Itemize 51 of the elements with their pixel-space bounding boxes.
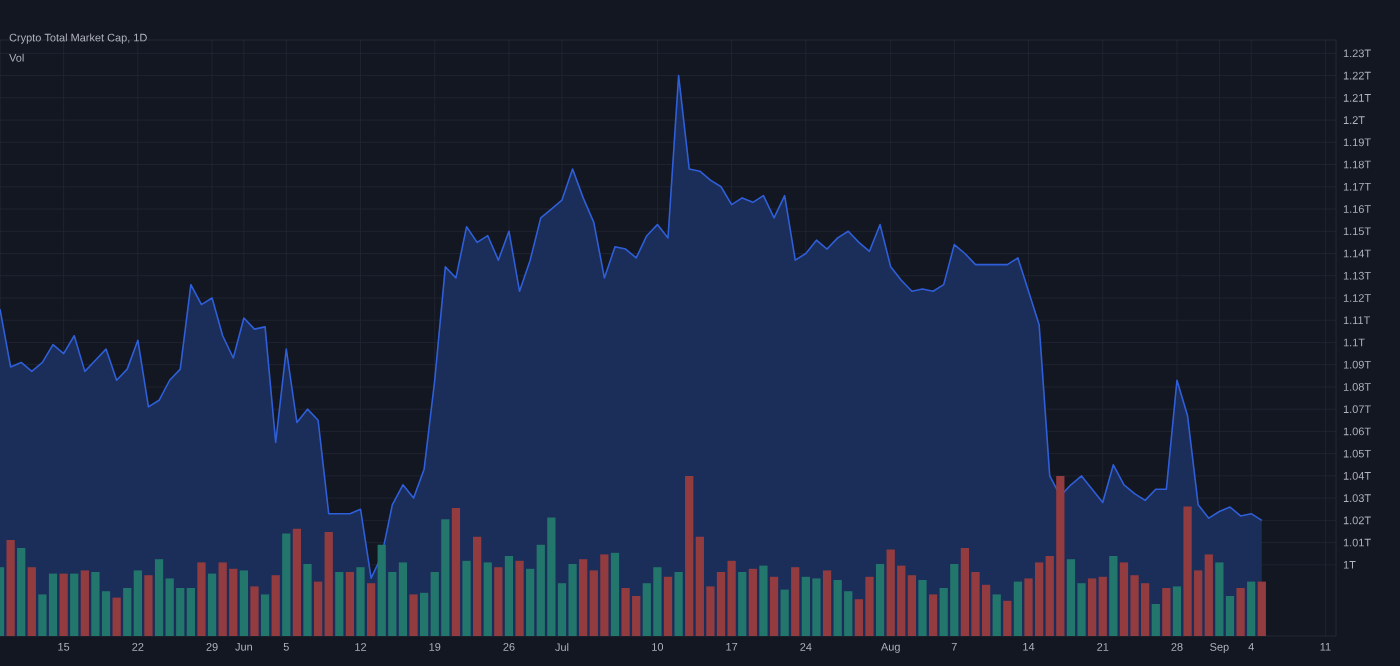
- bar: [292, 528, 302, 636]
- bar: [483, 562, 492, 636]
- bar: [791, 567, 800, 636]
- bar: [473, 536, 482, 636]
- bar: [271, 575, 280, 636]
- bar: [610, 552, 620, 636]
- bar: [197, 562, 206, 636]
- bar: [250, 586, 259, 636]
- bar: [504, 556, 514, 636]
- bar: [27, 567, 36, 636]
- bar: [748, 568, 757, 636]
- bar: [1013, 581, 1023, 636]
- bar: [366, 583, 376, 636]
- bar: [335, 572, 344, 636]
- bar: [1247, 581, 1256, 636]
- bar: [822, 570, 832, 636]
- bar: [875, 564, 885, 636]
- bar: [1172, 586, 1182, 636]
- bar: [462, 560, 471, 636]
- bar: [1003, 600, 1012, 636]
- bar: [759, 565, 768, 636]
- bar: [1109, 556, 1118, 636]
- bar: [1151, 604, 1160, 636]
- bar: [112, 597, 121, 636]
- bar: [80, 570, 89, 636]
- bar: [738, 572, 747, 636]
- bar: [282, 533, 291, 636]
- bar: [260, 594, 270, 636]
- bar: [515, 560, 524, 636]
- bar: [451, 508, 461, 636]
- bar: [345, 572, 355, 636]
- bar: [663, 576, 673, 636]
- bar: [17, 548, 26, 636]
- bar: [303, 564, 312, 636]
- bar: [1257, 581, 1266, 636]
- bar: [70, 573, 79, 636]
- bar: [918, 580, 927, 636]
- bar: [1162, 588, 1171, 636]
- bar: [494, 567, 503, 636]
- bar: [59, 573, 68, 636]
- bar: [992, 594, 1001, 636]
- bar: [207, 573, 217, 636]
- bar: [674, 572, 683, 636]
- bar: [144, 575, 153, 636]
- bar: [1236, 588, 1245, 636]
- bar: [239, 570, 249, 636]
- bar: [409, 594, 418, 636]
- bar: [356, 567, 365, 636]
- bar: [780, 589, 789, 636]
- bar: [769, 576, 779, 636]
- bar: [928, 594, 938, 636]
